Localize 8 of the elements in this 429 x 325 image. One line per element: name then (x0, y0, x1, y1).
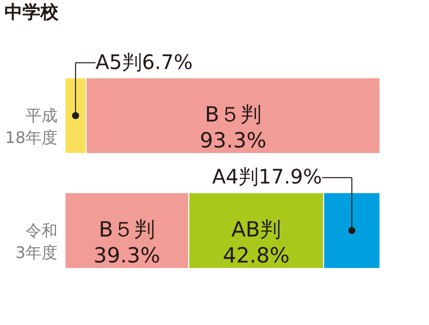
data-label: B５判 93.3% (200, 102, 266, 153)
data-label: A4判17.9% (212, 164, 322, 189)
data-label: A5判6.7% (96, 50, 193, 74)
data-label: B５判 39.3% (94, 218, 160, 268)
y-tick-label: 平成 18年度 (5, 106, 58, 148)
chart-title: 中学校 (4, 2, 60, 23)
data-label: AB判 42.8% (222, 218, 290, 268)
y-tick-label: 令和 3年度 (15, 221, 58, 262)
